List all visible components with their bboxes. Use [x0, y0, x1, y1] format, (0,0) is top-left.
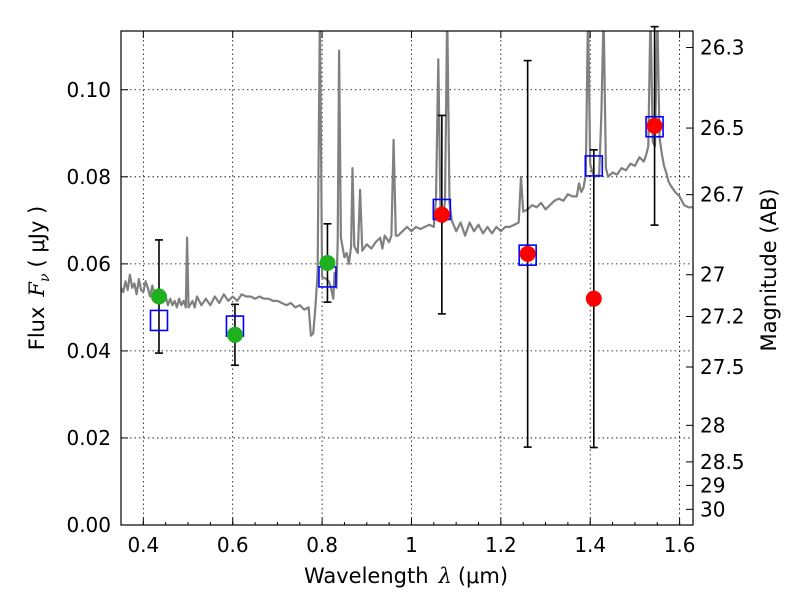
y-tick-label: 0.02 [66, 426, 111, 450]
right-tick-label: 27 [700, 263, 725, 287]
model-square [149, 309, 169, 332]
observed-ground-point [150, 288, 167, 305]
plot-background [121, 31, 693, 525]
y-tick-label: 0.08 [66, 165, 111, 189]
y-axis-label: FluxFν( μJy ) [25, 206, 53, 350]
right-tick-label: 30 [700, 497, 725, 521]
y-axis-right-label: Magnitude (AB) [757, 188, 781, 351]
right-tick-label: 28 [700, 413, 725, 437]
model-square [584, 155, 604, 177]
y-tick-label: 0.06 [66, 252, 111, 276]
spectrum-line [121, 31, 693, 337]
observed-hst-point [519, 245, 536, 262]
y-tick-label: 0.10 [66, 78, 111, 102]
x-tick-label: 0.8 [306, 533, 338, 557]
x-tick-label: 1.2 [485, 533, 517, 557]
right-tick-label: 28.5 [700, 450, 745, 474]
observed-ground-point [319, 254, 336, 271]
axis-ticks [120, 31, 693, 526]
right-tick-label: 27.5 [700, 355, 745, 379]
right-tick-label: 26.5 [700, 116, 745, 140]
x-tick-label: 1.6 [664, 533, 696, 557]
y-tick-label: 0.00 [66, 513, 111, 537]
y-tick-label: 0.04 [66, 339, 111, 363]
right-tick-label: 27.2 [700, 305, 745, 329]
x-tick-label: 0.6 [217, 533, 249, 557]
observed-hst-point [585, 290, 602, 307]
x-tick-label: 1.4 [574, 533, 606, 557]
right-tick-label: 26.7 [700, 183, 745, 207]
right-tick-label: 26.3 [700, 36, 745, 60]
markers [149, 25, 664, 449]
observed-hst-point [646, 117, 663, 134]
model-square [518, 244, 537, 266]
x-tick-label: 1 [405, 533, 418, 557]
right-tick-label: 29 [700, 473, 725, 497]
x-axis-label: Wavelength λ (μm) [304, 564, 508, 588]
tick-labels: 0.4 0.6 0.8 1 1.2 1.4 1.6 0.00 0.02 0.04 0.06 0.08 0… [66, 36, 744, 557]
model-square [645, 115, 664, 138]
observed-ground-point [226, 326, 243, 343]
plot-frame [120, 30, 694, 526]
plot-area [121, 31, 693, 337]
x-tick-label: 0.4 [127, 533, 159, 557]
observed-hst-point [433, 206, 450, 223]
